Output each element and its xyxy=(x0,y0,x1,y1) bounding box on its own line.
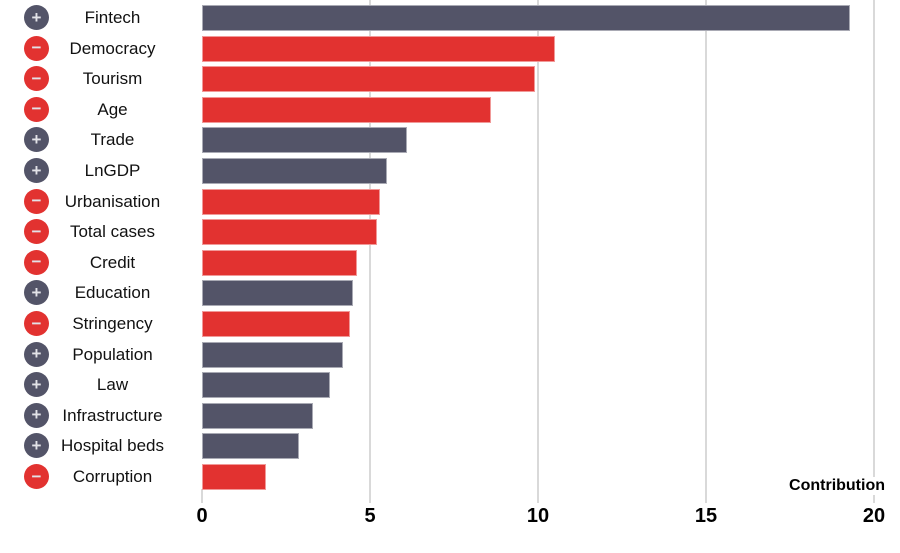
chart-row: + LnGDP xyxy=(0,156,900,186)
plus-icon: + xyxy=(24,433,49,459)
category-label: Credit xyxy=(89,252,136,272)
bar-positive xyxy=(202,402,313,429)
chart-row: + Population xyxy=(0,340,900,370)
x-tick-label-5: 5 xyxy=(364,505,376,527)
x-tick-label-20: 20 xyxy=(862,505,886,527)
chart-row: − Corruption xyxy=(0,462,900,492)
bar-positive xyxy=(202,5,851,31)
chart-row: − Total cases xyxy=(0,217,900,247)
bar-negative xyxy=(202,219,377,246)
bar-negative xyxy=(202,188,381,215)
x-tick-label-10: 10 xyxy=(526,505,550,527)
chart-row: − Stringency xyxy=(0,309,900,339)
category-label: Trade xyxy=(90,130,135,150)
minus-icon: − xyxy=(24,249,49,275)
category-label: Education xyxy=(74,283,151,303)
category-label: Fintech xyxy=(84,8,141,27)
minus-icon: − xyxy=(24,35,49,61)
chart-row: − Democracy xyxy=(0,34,900,64)
axis-tick-0 xyxy=(201,489,203,503)
category-label: LnGDP xyxy=(84,161,141,180)
gridline-10 xyxy=(537,0,539,503)
chart-row: − Age xyxy=(0,95,900,125)
bar-negative xyxy=(202,35,555,62)
category-label: Hospital beds xyxy=(60,436,164,456)
chart-row: + Fintech xyxy=(0,3,900,33)
bar-negative xyxy=(202,96,491,123)
category-label: Infrastructure xyxy=(62,405,163,425)
plus-icon: + xyxy=(24,372,49,398)
category-label: Democracy xyxy=(69,38,156,58)
x-tick-label-0: 0 xyxy=(196,505,208,527)
bar-negative xyxy=(202,249,357,276)
bar-negative xyxy=(202,464,266,490)
gridline-15 xyxy=(705,0,707,503)
plus-icon: + xyxy=(24,158,49,183)
bar-positive xyxy=(202,127,407,154)
chart-row: + Infrastructure xyxy=(0,401,900,431)
minus-icon: − xyxy=(24,96,49,122)
bar-negative xyxy=(202,66,535,93)
bar-positive xyxy=(202,341,344,368)
plus-icon: + xyxy=(24,127,49,153)
chart-row: + Education xyxy=(0,278,900,308)
plus-icon: + xyxy=(24,341,49,367)
plus-icon: + xyxy=(24,5,49,30)
category-label: Tourism xyxy=(82,69,143,89)
bar-positive xyxy=(202,280,354,307)
category-label: Population xyxy=(72,344,153,364)
category-label: Law xyxy=(96,375,129,395)
minus-icon: − xyxy=(24,66,49,92)
category-label: Age xyxy=(97,99,128,119)
gridline-20 xyxy=(873,0,875,503)
bar-positive xyxy=(202,372,330,399)
minus-icon: − xyxy=(24,464,49,489)
gridline-5 xyxy=(369,0,371,503)
x-tick-label-15: 15 xyxy=(694,505,718,527)
minus-icon: − xyxy=(24,188,49,214)
bar-negative xyxy=(202,311,350,337)
plus-icon: + xyxy=(24,402,49,428)
bar-positive xyxy=(202,433,300,460)
chart-row: − Urbanisation xyxy=(0,187,900,217)
category-label: Stringency xyxy=(72,314,153,333)
category-label: Corruption xyxy=(72,467,153,486)
chart-row: − Credit xyxy=(0,248,900,278)
category-label: Urbanisation xyxy=(64,191,161,211)
chart-row: + Law xyxy=(0,370,900,400)
chart-row: − Tourism xyxy=(0,64,900,94)
bar-positive xyxy=(202,158,387,184)
minus-icon: − xyxy=(24,311,49,336)
x-axis-title: Contribution xyxy=(783,477,885,495)
chart-row: + Trade xyxy=(0,125,900,155)
minus-icon: − xyxy=(24,219,49,245)
plus-icon: + xyxy=(24,280,49,306)
chart-row: + Hospital beds xyxy=(0,431,900,461)
category-label: Total cases xyxy=(69,222,156,242)
